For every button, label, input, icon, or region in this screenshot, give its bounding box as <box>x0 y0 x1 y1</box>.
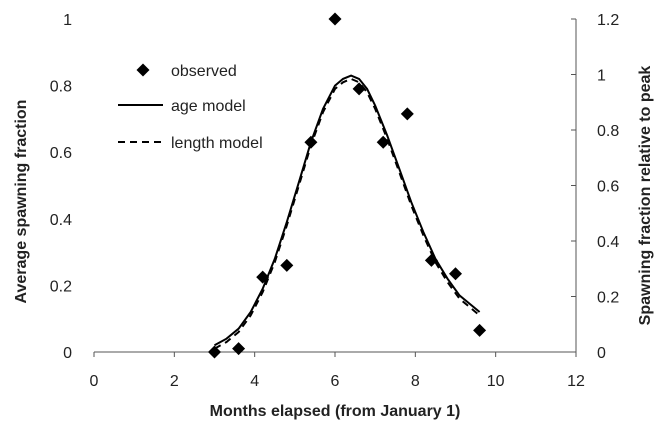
x-tick-label: 0 <box>90 373 99 390</box>
observed-point <box>208 345 221 359</box>
y2-tick-label: 0.4 <box>597 234 619 251</box>
legend-label: age model <box>171 98 246 115</box>
observed-point <box>400 107 414 121</box>
x-tick-label: 8 <box>411 373 420 390</box>
axes <box>93 18 577 357</box>
y2-tick-label: 0.8 <box>597 123 619 140</box>
observed-point <box>232 342 246 356</box>
age-model-line <box>214 74 481 347</box>
observed-point <box>328 12 342 26</box>
observed-point <box>280 258 294 272</box>
observed-point <box>376 135 390 149</box>
y-axis-title: Average spawning fraction <box>13 100 30 304</box>
legend-observed-marker <box>136 63 150 77</box>
observed-point <box>449 267 462 281</box>
y-tick-label: 0 <box>63 345 72 362</box>
x-tick-label: 10 <box>487 373 505 390</box>
y2-tick-label: 0 <box>597 345 606 362</box>
legend-label: length model <box>171 135 263 152</box>
y-tick-label: 1 <box>63 12 72 29</box>
y2-axis-title: Spawning fraction relative to peak <box>637 66 654 326</box>
legend-label: observed <box>171 63 237 80</box>
y-tick-label: 0.2 <box>50 278 72 295</box>
x-tick-label: 6 <box>331 373 340 390</box>
y2-tick-label: 1.2 <box>597 12 619 29</box>
length-model-line <box>214 77 481 350</box>
y-tick-label: 0.4 <box>50 212 72 229</box>
x-axis-title: Months elapsed (from January 1) <box>210 403 461 420</box>
legend: observed age model length model <box>118 63 263 152</box>
observed-point <box>473 323 487 337</box>
x-tick-label: 12 <box>567 373 585 390</box>
y2-tick-label: 1 <box>597 68 606 85</box>
x-tick-label: 2 <box>170 373 179 390</box>
x-tick-label: 4 <box>250 373 259 390</box>
y2-tick-label: 0.2 <box>597 290 619 307</box>
y2-tick-label: 0.6 <box>597 179 619 196</box>
observed-point <box>424 253 438 267</box>
y-tick-label: 0.6 <box>50 145 72 162</box>
y-tick-label: 0.8 <box>50 79 72 96</box>
series-layer <box>208 12 487 359</box>
